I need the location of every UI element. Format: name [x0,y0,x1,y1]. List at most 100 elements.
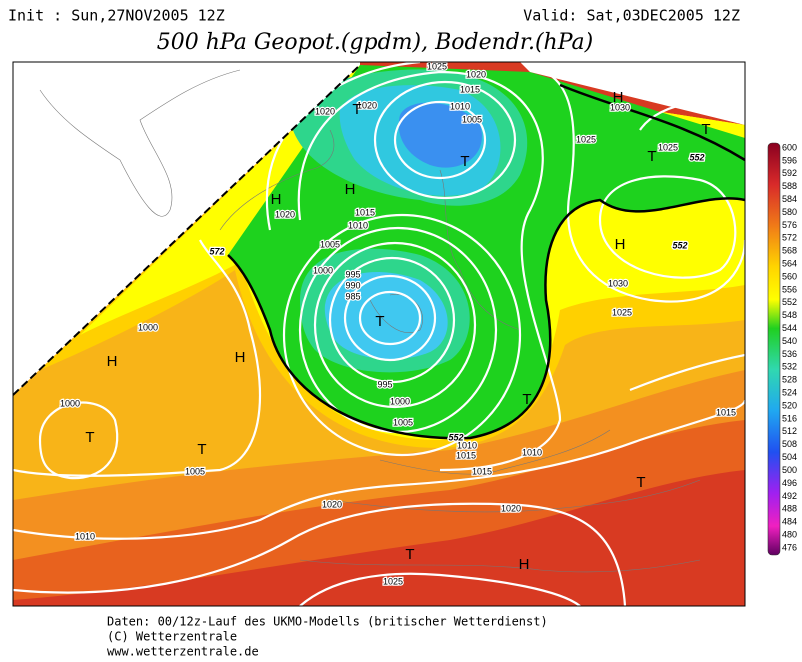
pressure-center: H [271,191,282,208]
colorbar-label: 572 [782,233,797,243]
footer: Daten: 00/12z-Lauf des UKMO-Modells (bri… [107,615,548,659]
isobar-label: 1015 [716,407,736,417]
isobar-label: 985 [345,291,360,301]
pressure-center: T [636,474,645,491]
pressure-center: H [615,236,626,253]
map-frame [12,61,746,607]
pressure-center: T [85,429,94,446]
isobar-label: 1000 [60,398,80,408]
pressure-center: H [235,349,246,366]
isobar-label: 1010 [75,531,95,541]
colorbar [767,142,781,556]
pressure-center: H [613,89,624,106]
init-time: Init : Sun,27NOV2005 12Z [8,7,225,25]
colorbar-label: 536 [782,349,797,359]
isobar-label: 1015 [472,466,492,476]
pressure-center: H [107,353,118,370]
isobar-label: 1025 [612,307,632,317]
isobar-label: 990 [345,280,360,290]
isobar-label: 995 [377,379,392,389]
isobar-label: 1010 [348,220,368,230]
colorbar-label: 500 [782,465,797,475]
colorbar-label: 532 [782,362,797,372]
isobar-label: 995 [345,269,360,279]
colorbar-label: 528 [782,375,797,385]
isobar-label: 1025 [427,61,447,71]
map-labels: 1025 1020 1015 1010 1005 1020 1020 1030 1025 1025… [59,61,738,588]
colorbar-label: 480 [782,529,797,539]
isobar-label: 1020 [501,503,521,513]
contour-label: 552 [448,432,463,442]
colorbar-label: 600 [782,142,797,152]
isobar-label: 1025 [576,134,596,144]
isobar-label: 1020 [357,100,377,110]
colorbar-label: 476 [782,542,797,552]
footer-line: www.wetterzentrale.de [107,645,259,659]
isobar-label: 1025 [383,576,403,586]
colorbar-label: 588 [782,181,797,191]
colorbar-label: 508 [782,439,797,449]
colorbar-label: 548 [782,310,797,320]
isobar-label: 1030 [610,102,630,112]
isobar-label: 1000 [390,396,410,406]
isobar-label: 1000 [138,322,158,332]
colorbar-label: 568 [782,246,797,256]
contour-label: 552 [672,240,687,250]
colorbar-label: 540 [782,336,797,346]
pressure-center: T [647,148,656,165]
isobar-label: 1020 [322,499,342,509]
isobars [13,62,745,606]
colorbar-label: 496 [782,478,797,488]
colorbar-label: 516 [782,413,797,423]
colorbar-label: 524 [782,388,797,398]
colorbar-label: 504 [782,452,797,462]
pressure-center: T [352,101,361,118]
contour-552-north [559,83,745,162]
valid-time: Valid: Sat,03DEC2005 12Z [523,7,740,25]
isobar-label: 1010 [522,447,542,457]
pressure-center: H [345,181,356,198]
colorbar-labels: 600 596 592 588 584 580 576 572 568 564 560 556 552 5… [782,142,797,552]
colorbar-label: 584 [782,194,797,204]
contour-572 [13,64,361,396]
contour-label: 552 [689,152,704,162]
colorbar-label: 596 [782,155,797,165]
isobar-label: 1005 [185,466,205,476]
isobar-label: 1020 [315,106,335,116]
isobar-label: 1010 [450,101,470,111]
colorbar-label: 556 [782,284,797,294]
contour-label: 572 [209,246,224,256]
field-cyan-center [324,272,448,360]
pressure-center: T [375,313,384,330]
isobar-label: 1005 [462,114,482,124]
isobar-label: 1030 [608,278,628,288]
map-title: 500 hPa Geopot.(gpdm), Bodendr.(hPa) [157,30,593,55]
colorbar-label: 520 [782,400,797,410]
isobar-label: 1025 [658,142,678,152]
isobar-label: 1005 [393,417,413,427]
field-blue [398,102,482,168]
colorbar-label: 580 [782,207,797,217]
pressure-center: T [701,121,710,138]
isobar-label: 1010 [457,440,477,450]
isobar-label: 1015 [460,84,480,94]
isobar-label: 1020 [466,69,486,79]
isobar-label: 1005 [320,239,340,249]
colorbar-label: 564 [782,259,797,269]
pressure-center: T [522,391,531,408]
isobar-label: 1020 [275,209,295,219]
map-fields: 1025 1020 1015 1010 1005 1020 1020 1030 1025 1025… [13,61,745,606]
pressure-center: H [519,556,530,573]
colorbar-label: 512 [782,426,797,436]
isobar-label: 1015 [355,207,375,217]
footer-line: Daten: 00/12z-Lauf des UKMO-Modells (bri… [107,615,548,629]
colorbar-label: 484 [782,517,797,527]
outside-domain-right [520,62,745,125]
pressure-center: T [197,441,206,458]
colorbar-label: 488 [782,504,797,514]
colorbar-label: 560 [782,271,797,281]
pressure-center: T [460,153,469,170]
colorbar-label: 552 [782,297,797,307]
